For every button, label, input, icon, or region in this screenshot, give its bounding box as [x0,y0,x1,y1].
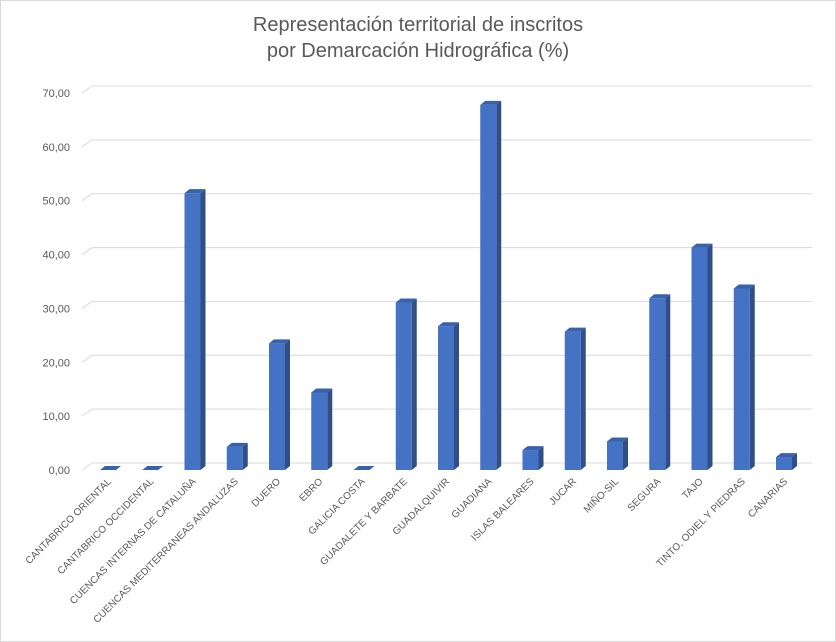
bar-side [538,446,544,470]
bar-side [285,339,290,470]
bar [733,288,750,470]
bar-top [776,453,797,458]
bar-top [100,466,121,470]
bar-side [327,388,333,470]
bar-top [353,466,375,470]
bar-top [311,388,333,393]
bar-side [242,442,248,470]
x-tick-label: CANARIAS [746,476,790,520]
bar [226,446,243,470]
y-tick-label: 70,00 [42,88,70,100]
bar-side [200,189,206,470]
bar-top [438,322,459,327]
bar [522,450,539,470]
bar-top [691,243,713,248]
bar-side [749,284,755,470]
y-tick-label: 20,00 [42,357,70,369]
x-tick-label: MIÑO-SIL [580,475,621,516]
bar-side [792,453,797,470]
gridline-depth [81,193,93,202]
bar-side [707,243,713,470]
bar [269,343,285,470]
bar-side [496,100,502,470]
y-tick-label: 30,00 [42,303,70,315]
bar [607,441,623,470]
x-tick-label: DUERO [250,476,283,509]
gridline-depth [81,408,93,417]
bar-side [411,298,417,470]
bar-side [623,437,628,470]
bar-top [395,298,417,303]
gridline-depth [81,462,93,471]
bar-top [522,446,544,451]
x-tick-label: CUENCAS MEDITERRANEAS ANDALUZAS [92,476,241,625]
gridline-depth [81,301,93,309]
bar-side [580,327,586,470]
bar-side [454,322,459,470]
gridline-depth [81,247,93,255]
bar-top [564,327,586,332]
y-tick-label: 40,00 [42,250,70,262]
bar [395,302,412,470]
x-tick-label: EBRO [298,476,326,504]
x-tick-label: GUADIANA [450,476,495,521]
bar-side [665,294,671,470]
chart-title-line2: por Demarcación Hidrográfica (%) [266,40,570,62]
bar [184,193,201,470]
x-tick-label: SEGURA [626,476,664,514]
chart-title: Representación territorial de inscritos … [0,12,836,64]
gridline-depth [81,85,93,94]
chart-title-line1: Representación territorial de inscritos [252,14,584,36]
bar [438,326,454,470]
x-tick-label: GUADALETE Y BARBATE [318,476,410,568]
bar [480,104,497,470]
y-tick-label: 0,00 [49,465,70,477]
bar [691,247,708,470]
gridline-depth [81,354,93,363]
bar-top [480,100,502,105]
bar [649,298,666,470]
y-tick-label: 10,00 [42,411,70,423]
bar [564,331,581,470]
bar-top [184,189,206,194]
y-tick-label: 50,00 [42,196,70,208]
x-tick-label: TAJO [680,476,705,501]
bar-top [269,339,290,344]
bar [311,392,328,470]
bar-top [607,437,628,442]
bar-top [733,284,755,289]
bar-top [226,442,248,447]
gridline-depth [81,139,93,148]
x-tick-label: CANTABRICO ORIENTAL [24,476,115,567]
bar-top [142,466,164,470]
bar-top [649,294,671,299]
x-tick-label: TINTO, ODIEL Y PIEDRAS [655,476,748,569]
x-tick-label: JUCAR [548,476,579,507]
bar [776,457,792,470]
y-tick-label: 60,00 [42,142,70,154]
